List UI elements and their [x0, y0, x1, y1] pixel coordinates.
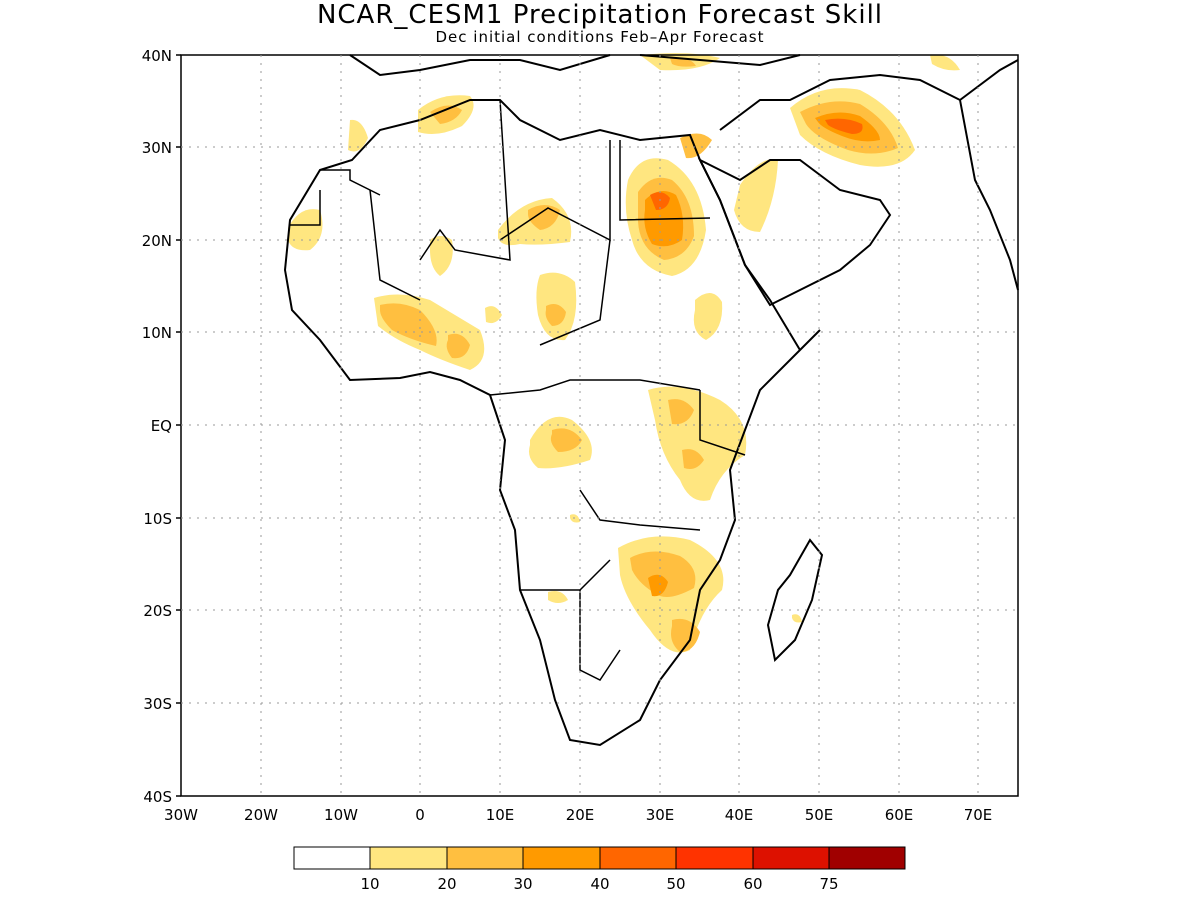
lat-label-eq: EQ: [151, 417, 172, 435]
lon-label-20e: 20E: [566, 806, 595, 824]
legend-swatch-1: [369, 846, 448, 870]
lat-label-20n: 20N: [142, 232, 172, 250]
legend-swatch-0: [293, 846, 371, 870]
legend-swatch-4: [599, 846, 677, 870]
lon-label-70e: 70E: [964, 806, 993, 824]
lat-label-40s: 40S: [143, 788, 172, 806]
legend-swatch-3: [522, 846, 601, 870]
lon-label-60e: 60E: [885, 806, 914, 824]
map-title: NCAR_CESM1 Precipitation Forecast Skill: [316, 0, 884, 30]
legend-swatch-2: [446, 846, 524, 870]
lon-label-0: 0: [415, 806, 425, 824]
lon-label-20w: 20W: [244, 806, 278, 824]
axis-ticks: [176, 54, 181, 797]
legend-label-20: 20: [437, 875, 456, 893]
lat-label-10n: 10N: [142, 324, 172, 342]
legend-label-10: 10: [360, 875, 379, 893]
lat-label-10s: 10S: [143, 510, 172, 528]
map-frame: [180, 54, 1019, 797]
lat-label-30n: 30N: [142, 139, 172, 157]
lat-label-30s: 30S: [143, 695, 172, 713]
lat-label-40n: 40N: [142, 47, 172, 65]
lon-label-10w: 10W: [324, 806, 358, 824]
lon-label-30e: 30E: [646, 806, 675, 824]
legend-label-60: 60: [743, 875, 762, 893]
lon-label-50e: 50E: [805, 806, 834, 824]
legend-swatch-6: [752, 846, 830, 870]
gridlines: [181, 55, 1018, 796]
legend-label-40: 40: [590, 875, 609, 893]
lon-label-40e: 40E: [725, 806, 754, 824]
map-subtitle: Dec initial conditions Feb–Apr Forecast: [435, 28, 765, 46]
legend-label-50: 50: [666, 875, 685, 893]
lon-label-10e: 10E: [486, 806, 515, 824]
lon-label-30w: 30W: [164, 806, 198, 824]
skill-shading: [288, 53, 960, 653]
color-legend: 10 20 30 40 50 60 75: [293, 846, 906, 893]
legend-swatch-5: [675, 846, 754, 870]
legend-swatch-7: [828, 846, 906, 870]
coastlines: [283, 54, 1019, 747]
lat-label-20s: 20S: [143, 602, 172, 620]
legend-label-75: 75: [819, 875, 838, 893]
legend-label-30: 30: [513, 875, 532, 893]
